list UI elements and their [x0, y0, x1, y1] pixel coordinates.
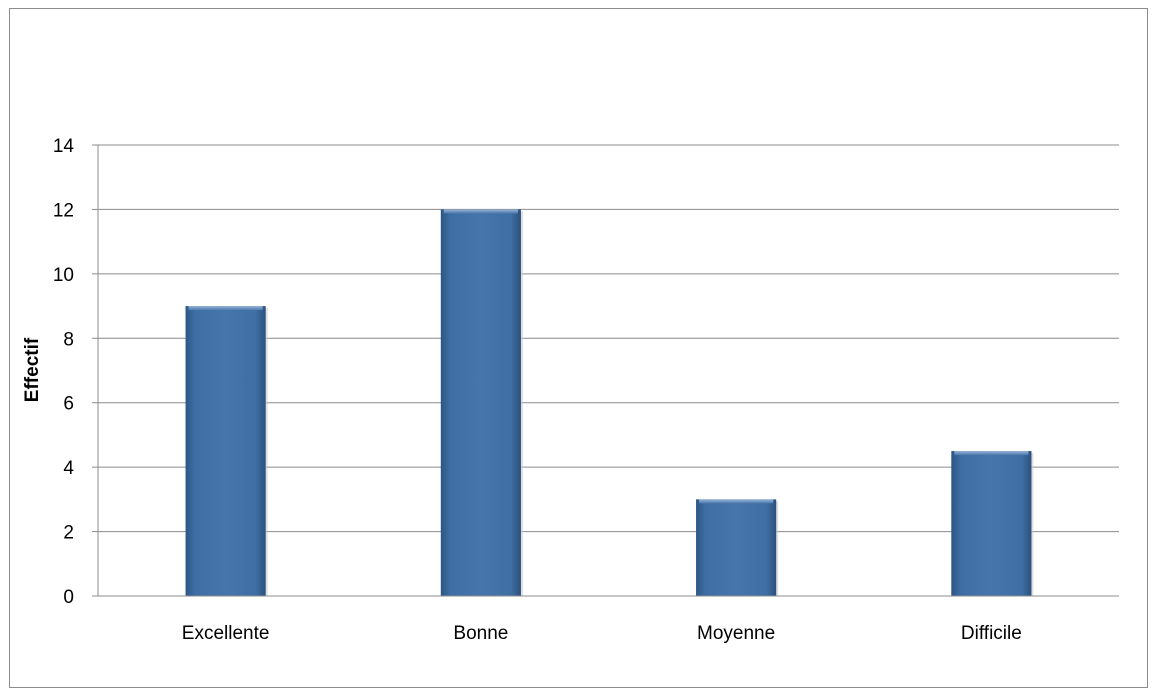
y-tick-label: 8 [63, 329, 74, 350]
x-tick-label: Moyenne [697, 623, 775, 644]
bar-bevel [443, 209, 518, 214]
bars [185, 209, 1034, 596]
y-tick-label: 4 [63, 458, 74, 479]
y-tick-label: 12 [53, 200, 74, 221]
x-tick-label: Bonne [453, 623, 508, 644]
y-tick-label: 14 [53, 136, 75, 157]
x-tick-label: Excellente [182, 623, 270, 644]
x-tick-labels: Excellente Bonne Moyenne Difficile [182, 623, 1022, 644]
y-tick-label: 6 [63, 394, 74, 415]
bar [440, 209, 521, 596]
y-tick-label: 10 [53, 265, 74, 286]
bar-excellente [185, 306, 268, 596]
bar-moyenne [696, 499, 779, 596]
y-axis-title: Effectif [22, 337, 43, 402]
gridlines [98, 144, 1119, 533]
bar-bonne [440, 209, 523, 596]
bar-bevel [699, 499, 774, 504]
bar [185, 306, 266, 596]
bar-bevel [954, 451, 1029, 456]
bar-bevel [188, 306, 263, 311]
bar [951, 451, 1032, 596]
bar-difficile [951, 451, 1034, 596]
axes [92, 144, 1119, 597]
y-tick-labels: 0 2 4 6 8 10 12 14 [53, 136, 75, 608]
x-tick-label: Difficile [961, 623, 1022, 644]
bar [696, 499, 777, 596]
y-tick-label: 0 [63, 587, 74, 608]
y-tick-label: 2 [63, 523, 74, 544]
